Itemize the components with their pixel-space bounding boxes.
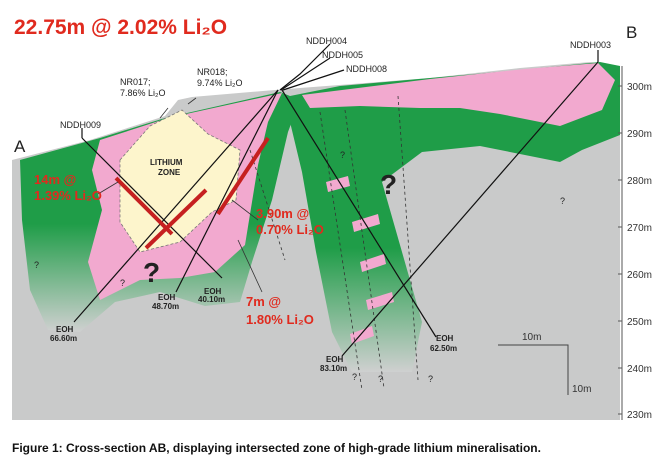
section-end: A [14, 137, 26, 156]
contacts [249, 95, 419, 391]
hole-name: NDDH005 [322, 50, 363, 60]
altered-zone-right [302, 63, 615, 126]
eoh: EOH [158, 293, 176, 302]
section-end: B [626, 23, 637, 42]
elevation-label: 300m [627, 82, 652, 93]
elevation-labels: 300m 290m 280m 270m 260m 250m 240m 230m [618, 82, 652, 421]
sample-grade: 9.74% Li₂O [197, 78, 243, 88]
question-mark: ? [380, 169, 397, 200]
elevation-label: 280m [627, 176, 652, 187]
question-mark: ? [428, 374, 433, 384]
question-mark: ? [560, 196, 565, 206]
eoh-depth: 40.10m [198, 295, 225, 304]
zone-label: ZONE [158, 168, 181, 177]
elevation-label: 270m [627, 223, 652, 234]
eoh-depth: 62.50m [430, 344, 457, 353]
elevation-label: 290m [627, 129, 652, 140]
eoh: EOH [56, 325, 74, 334]
lithium-zone [119, 109, 241, 253]
question-mark: ? [143, 257, 160, 288]
intercept-length: 3.90m @ [256, 206, 309, 221]
eoh: EOH [326, 355, 344, 364]
zone-label: LITHIUM [150, 158, 183, 167]
scale-bar [498, 344, 569, 395]
intercept-grade: 1.39% Li₂O [34, 188, 102, 203]
intercept-grade: 1.80% Li₂O [246, 312, 314, 327]
scale-label: 10m [572, 384, 591, 395]
eoh-depth: 48.70m [152, 302, 179, 311]
sample-name: NR017; [120, 77, 151, 87]
elevation-label: 250m [627, 317, 652, 328]
hole-name: NDDH004 [306, 36, 347, 46]
caption: Figure 1: Cross-section AB, displaying i… [12, 441, 541, 455]
question-mark: ? [340, 150, 345, 160]
drill-holes [73, 43, 599, 357]
leaders [97, 97, 263, 293]
elevation-label: 230m [627, 410, 652, 421]
question-mark: ? [120, 278, 125, 288]
sample-name: NR018; [197, 67, 228, 77]
elevation-label: 260m [627, 270, 652, 281]
eoh: EOH [204, 287, 222, 296]
pegmatite-right [290, 62, 620, 372]
question-mark: ? [34, 260, 39, 270]
intercepts [114, 136, 270, 250]
question-mark: ? [378, 374, 383, 384]
eoh-depth: 66.60m [50, 334, 77, 343]
hole-name: NDDH008 [346, 64, 387, 74]
intercept-grade: 0.70% Li₂O [256, 222, 324, 237]
question-mark: ? [352, 372, 357, 382]
eoh-depth: 83.10m [320, 364, 347, 373]
hole-name: NDDH003 [570, 40, 611, 50]
scale-label: 10m [522, 332, 541, 343]
headline: 22.75m @ 2.02% Li₂O [14, 16, 227, 39]
unknowns: ????????? [34, 150, 565, 384]
elevation-label: 240m [627, 364, 652, 375]
intercept-length: 7m @ [246, 294, 281, 309]
intercept-length: 14m @ [34, 172, 76, 187]
hole-name: NDDH009 [60, 120, 101, 130]
sample-grade: 7.86% Li₂O [120, 88, 166, 98]
eoh: EOH [436, 334, 454, 343]
